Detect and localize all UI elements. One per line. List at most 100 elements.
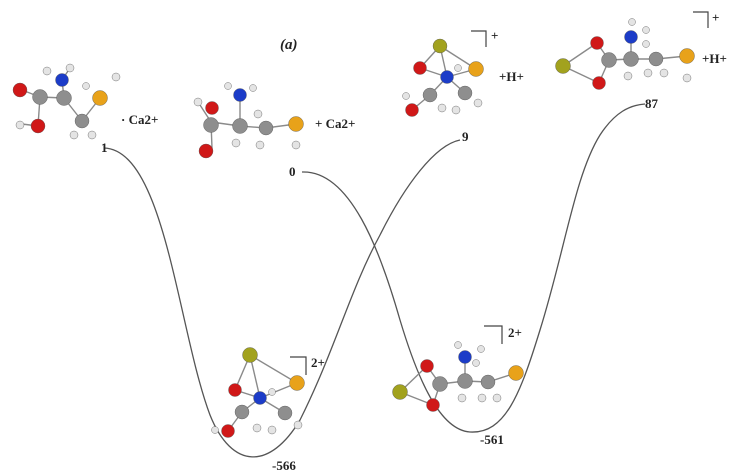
carbon-atom: [234, 404, 250, 420]
curve-path-1-to-566: [103, 139, 461, 458]
hydrogen-atom: [268, 388, 276, 396]
bracket-s3: [471, 30, 487, 47]
energy-label-s4: 87: [645, 96, 659, 111]
oxygen-atom: [198, 143, 214, 159]
species-label-s2: + Ca2+: [315, 116, 355, 131]
oxygen-atom: [426, 398, 440, 412]
sulfur-atom: [288, 116, 304, 132]
carbon-atom: [623, 51, 639, 67]
carbon-atom: [277, 405, 293, 421]
hydrogen-atom: [492, 393, 502, 403]
energy-label-s6: -561: [480, 432, 504, 447]
hydrogen-atom: [477, 393, 487, 403]
carbon-atom: [232, 118, 248, 134]
carbon-atom: [32, 89, 48, 105]
calcium-atom: [392, 384, 408, 400]
hydrogen-atom: [267, 425, 277, 435]
hydrogen-atom: [253, 109, 263, 119]
hydrogen-atom: [42, 66, 52, 76]
carbon-atom: [457, 85, 473, 101]
hydrogen-atom: [454, 64, 462, 72]
carbon-atom: [74, 113, 90, 129]
species-charge-s6: 2+: [508, 325, 522, 340]
sulfur-atom: [289, 375, 305, 391]
species-extra-s4: +H+: [702, 51, 727, 66]
hydrogen-atom: [628, 18, 636, 26]
hydrogen-atom: [682, 73, 692, 83]
hydrogen-atom: [623, 71, 633, 81]
species-label-s1: · Ca2+: [121, 112, 158, 127]
nitrogen-atom: [440, 70, 454, 84]
molecule-s4: [555, 18, 695, 90]
molecule-s5: [211, 347, 305, 438]
nitrogen-atom: [253, 391, 267, 405]
sulfur-atom: [508, 365, 524, 381]
species-charge-s5: 2+: [311, 355, 325, 370]
hydrogen-atom: [659, 68, 669, 78]
energy-label-s3: 9: [462, 129, 469, 144]
oxygen-atom: [12, 82, 28, 98]
oxygen-atom: [413, 61, 427, 75]
hydrogen-atom: [211, 426, 219, 434]
hydrogen-atom: [15, 120, 25, 130]
nitrogen-atom: [233, 88, 247, 102]
hydrogen-atom: [402, 92, 410, 100]
hydrogen-atom: [65, 63, 75, 73]
hydrogen-atom: [642, 26, 650, 34]
hydrogen-atom: [457, 393, 467, 403]
hydrogen-atom: [193, 97, 203, 107]
oxygen-atom: [221, 424, 235, 438]
hydrogen-atom: [293, 420, 303, 430]
oxygen-atom: [405, 103, 419, 117]
sulfur-atom: [92, 90, 108, 106]
carbon-atom: [601, 52, 617, 68]
hydrogen-atom: [477, 345, 485, 353]
hydrogen-atom: [82, 82, 90, 90]
oxygen-atom: [228, 383, 242, 397]
nitrogen-atom: [624, 30, 638, 44]
hydrogen-atom: [224, 82, 232, 90]
molecule-s6: [392, 341, 524, 412]
carbon-atom: [648, 51, 664, 67]
oxygen-atom: [592, 76, 606, 90]
hydrogen-atom: [69, 130, 79, 140]
bracket-s5: [290, 356, 307, 375]
molecule-s1: [12, 63, 121, 140]
calcium-atom: [555, 58, 571, 74]
carbon-atom: [432, 376, 448, 392]
species-charge-s3: +: [491, 28, 498, 43]
oxygen-atom: [420, 359, 434, 373]
hydrogen-atom: [231, 138, 241, 148]
hydrogen-atom: [87, 130, 97, 140]
nitrogen-atom: [55, 73, 69, 87]
carbon-atom: [56, 90, 72, 106]
nitrogen-atom: [458, 350, 472, 364]
hydrogen-atom: [473, 98, 483, 108]
carbon-atom: [422, 87, 438, 103]
hydrogen-atom: [252, 423, 262, 433]
hydrogen-atom: [454, 341, 462, 349]
energy-label-s5: -566: [272, 458, 296, 473]
hydrogen-atom: [111, 72, 121, 82]
hydrogen-atom: [451, 105, 461, 115]
energy-label-s2: 0: [289, 164, 296, 179]
carbon-atom: [480, 374, 496, 390]
hydrogen-atom: [255, 140, 265, 150]
sulfur-atom: [468, 61, 484, 77]
hydrogen-atom: [472, 359, 480, 367]
carbon-atom: [258, 120, 274, 136]
hydrogen-atom: [643, 68, 653, 78]
hydrogen-atom: [437, 103, 447, 113]
bracket-s4: [693, 11, 709, 28]
calcium-atom: [432, 38, 448, 54]
curve-path-0-to-561: [301, 103, 646, 433]
calcium-atom: [242, 347, 258, 363]
hydrogen-atom: [249, 84, 257, 92]
sulfur-atom: [679, 48, 695, 64]
oxygen-atom: [30, 118, 46, 134]
oxygen-atom: [590, 36, 604, 50]
molecule-s3: [402, 38, 484, 117]
hydrogen-atom: [642, 40, 650, 48]
